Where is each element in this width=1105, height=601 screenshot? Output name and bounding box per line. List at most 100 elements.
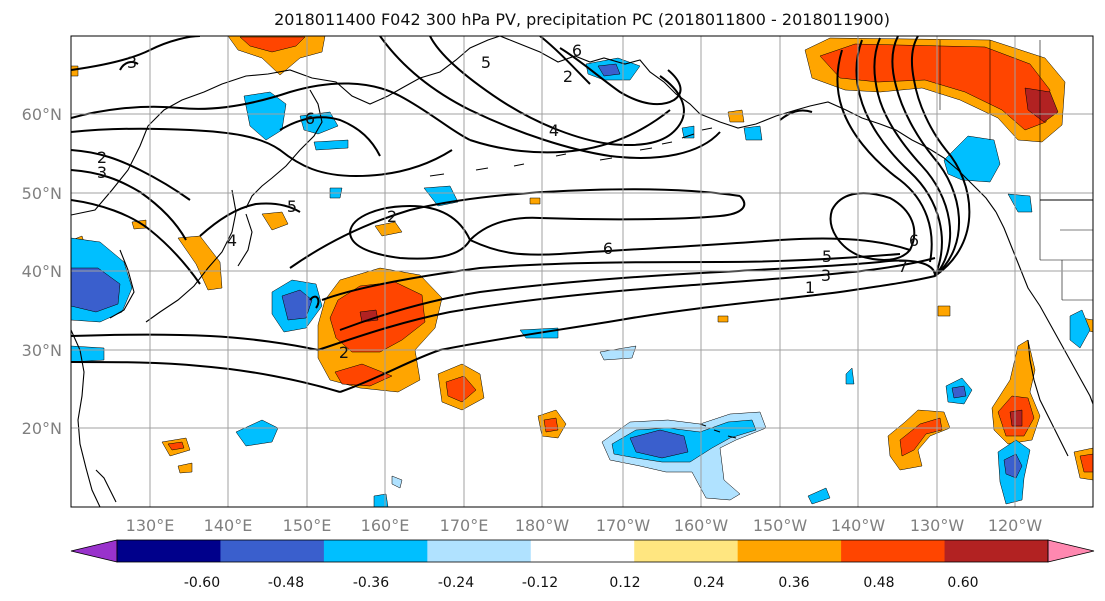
pv-contour-line [910, 36, 971, 277]
pv-contour-line [321, 253, 901, 301]
colorbar-tick-label: 0.60 [947, 575, 978, 591]
negative-precip-area [743, 125, 763, 141]
contour-label: 7 [898, 257, 908, 276]
pv-contour-line [429, 36, 685, 146]
pv-contour-line [71, 149, 191, 201]
colorbar-segment [737, 540, 842, 562]
pv-contour-line [71, 169, 187, 241]
alaska-coast [699, 101, 997, 213]
positive-precip-area [727, 109, 745, 123]
colorbar-extend-low [70, 539, 118, 563]
contour-label: 2 [387, 207, 397, 226]
baja-coast [1027, 339, 1069, 457]
colorbar-segment [841, 540, 946, 562]
colorbar-tick-label: 0.12 [609, 575, 640, 591]
positive-precip-area [374, 221, 403, 237]
colorbar-tick-label: -0.12 [522, 575, 558, 591]
negative-precip-core [951, 385, 967, 399]
positive-precip-core [334, 363, 393, 387]
asia-coast [71, 36, 501, 216]
china-coast [71, 329, 101, 507]
colorbar-tick-label: -0.48 [268, 575, 304, 591]
pv-contour-line [339, 259, 936, 331]
negative-precip-core [597, 63, 621, 77]
lat-tick-label: 60°N [22, 105, 62, 124]
negative-precip-area [391, 475, 403, 489]
positive-precip-core [167, 441, 185, 451]
positive-precip-area [177, 462, 193, 474]
colorbar-tick-label: 0.36 [778, 575, 809, 591]
asia-coast [499, 36, 701, 115]
pv-contour-line [279, 116, 381, 157]
colorbar-segments [70, 539, 1095, 563]
pv-contour-line [379, 36, 721, 159]
state-borders [1039, 200, 1093, 301]
contour-label: 3 [821, 266, 831, 285]
lon-tick-label: 140°W [831, 516, 886, 535]
pv-contour-line [469, 237, 911, 256]
positive-precip-peak [1009, 409, 1023, 427]
pv-contour-line [71, 333, 319, 351]
pv-contour-line [199, 202, 301, 237]
map-area: 2 3 2 3 5 4 6 2 5 4 6 6 7 5 3 1 2 6 [70, 35, 1094, 508]
pv-contour-line [289, 188, 741, 269]
lon-tick-label: 160°E [361, 516, 410, 535]
negative-precip-area [71, 345, 105, 363]
negative-precip-area [423, 185, 459, 207]
positive-precip-core [819, 43, 1051, 131]
lon-tick-label: 170°W [596, 516, 651, 535]
lat-tick-label: 20°N [22, 419, 62, 438]
colorbar-tick-label: 0.48 [863, 575, 894, 591]
negative-precip-core [281, 289, 313, 321]
contour-label: 1 [805, 278, 815, 297]
pv-contour-line [71, 361, 341, 393]
contour-label: 6 [305, 109, 315, 128]
negative-precip-core [629, 429, 689, 459]
contour-label: 2 [339, 343, 349, 362]
lon-tick-label: 120°W [988, 516, 1043, 535]
contour-label: 5 [481, 53, 491, 72]
pv-contour-line [836, 49, 933, 263]
colorbar-segment [427, 540, 532, 562]
lon-tick-label: 170°E [440, 516, 489, 535]
pv-contour-line [779, 109, 813, 121]
pv-contours [71, 36, 971, 393]
lon-tick-label: 160°W [674, 516, 729, 535]
negative-precip-core [71, 267, 121, 313]
contour-label: 6 [603, 239, 613, 258]
lon-tick-label: 130°E [126, 516, 175, 535]
korea-coast [109, 249, 135, 319]
colorbar-tick-label: -0.60 [184, 575, 220, 591]
positive-precip-core [1079, 453, 1093, 473]
lat-tick-label: 50°N [22, 184, 62, 203]
contour-label: 5 [287, 197, 297, 216]
contour-label: 6 [572, 41, 582, 60]
colorbar-segment [944, 540, 1049, 562]
negative-precip-area [845, 367, 855, 385]
north-america-coast [995, 211, 1093, 405]
lon-tick-label: 180°W [515, 516, 570, 535]
pv-contour-line [469, 195, 746, 241]
pv-contour-line [855, 39, 943, 277]
colorbar-segment [323, 540, 428, 562]
colorbar-segment [117, 540, 221, 562]
colorbar: -0.60 -0.48 -0.36 -0.24 -0.12 0.12 0.24 … [70, 539, 1095, 591]
pv-contour-line [317, 257, 936, 351]
contour-labels: 2 3 2 3 5 4 6 2 5 4 6 6 7 5 3 1 2 6 [97, 41, 919, 362]
contour-label: 4 [549, 121, 559, 140]
contour-label: 5 [822, 247, 832, 266]
kamchatka-coast [245, 89, 323, 209]
positive-precip-core [543, 417, 559, 433]
colorbar-segment [220, 540, 325, 562]
graticule [71, 36, 1093, 507]
positive-precip-area [937, 305, 951, 317]
colorbar-extend-high [1047, 539, 1095, 563]
pv-contour-line [309, 295, 320, 309]
pv-contour-line [873, 37, 952, 277]
pv-contour-line [559, 47, 682, 106]
figure-title: 2018011400 F042 300 hPa PV, precipitatio… [274, 10, 890, 29]
lon-tick-label: 130°W [910, 516, 965, 535]
contour-label: 4 [227, 231, 237, 250]
pv-contour-line [891, 36, 961, 277]
contour-label: 3 [127, 53, 137, 72]
